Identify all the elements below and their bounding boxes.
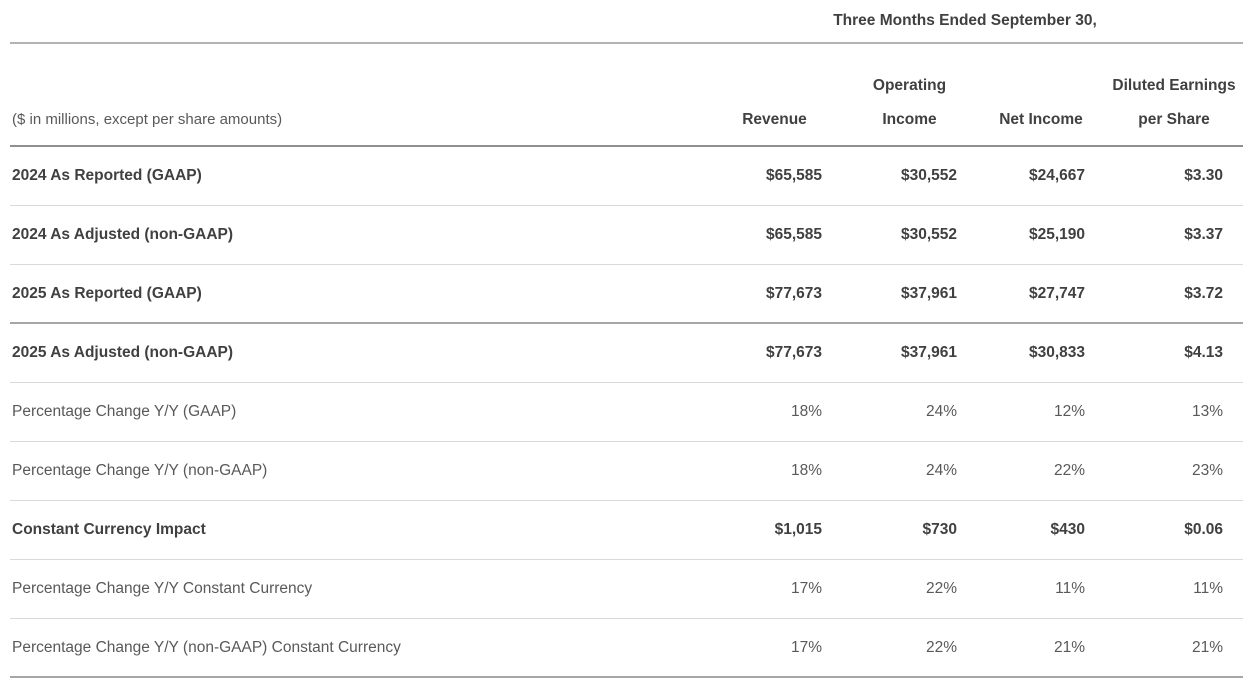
row-label: Percentage Change Y/Y (GAAP) xyxy=(12,403,237,420)
row-label: 2025 As Adjusted (non-GAAP) xyxy=(12,344,234,361)
row-value-revenue: 18% xyxy=(790,403,822,420)
column-header-row: ($ in millions, except per share amounts… xyxy=(10,44,1243,147)
row-value-revenue: 17% xyxy=(790,638,822,656)
column-header-line1: Operating xyxy=(872,77,947,94)
row-value-diluted-eps: $3.37 xyxy=(1184,226,1223,243)
table-row-pct-change-non-gaap: Percentage Change Y/Y (non-GAAP) 18% 24%… xyxy=(10,442,1243,501)
row-value-diluted-eps: 11% xyxy=(1193,580,1223,597)
row-value-operating-income: 22% xyxy=(925,580,957,597)
row-value-net-income: $25,190 xyxy=(1028,226,1085,243)
column-header-line2: Income xyxy=(882,111,937,128)
row-label: Percentage Change Y/Y Constant Currency xyxy=(12,580,313,597)
row-label: Percentage Change Y/Y (non-GAAP) Constan… xyxy=(12,638,401,656)
column-header-line2: per Share xyxy=(1138,111,1210,128)
table-row-pct-change-non-gaap-constant-currency: Percentage Change Y/Y (non-GAAP) Constan… xyxy=(10,619,1243,678)
row-value-operating-income: $37,961 xyxy=(900,344,957,361)
column-header-line1: Diluted Earnings xyxy=(1112,77,1236,94)
row-value-revenue: $65,585 xyxy=(765,167,822,184)
row-value-net-income: 12% xyxy=(1053,403,1085,420)
row-label: Constant Currency Impact xyxy=(12,521,206,538)
row-value-net-income: 11% xyxy=(1055,580,1085,597)
row-value-diluted-eps: $4.13 xyxy=(1184,344,1223,361)
row-value-diluted-eps: $0.06 xyxy=(1184,521,1223,538)
row-value-operating-income: $30,552 xyxy=(900,226,957,243)
row-value-net-income: 21% xyxy=(1053,638,1085,656)
row-value-diluted-eps: 23% xyxy=(1191,462,1223,479)
row-value-net-income: 22% xyxy=(1053,462,1085,479)
table-row-pct-change-gaap: Percentage Change Y/Y (GAAP) 18% 24% 12%… xyxy=(10,383,1243,442)
row-value-operating-income: 24% xyxy=(925,462,957,479)
table-row-2025-adjusted-non-gaap: 2025 As Adjusted (non-GAAP) $77,673 $37,… xyxy=(10,324,1243,383)
row-value-operating-income: $730 xyxy=(922,521,957,538)
column-header-operating-income: Operating Income xyxy=(842,69,977,145)
row-value-net-income: $430 xyxy=(1050,521,1085,538)
row-value-revenue: $1,015 xyxy=(774,521,822,538)
row-value-diluted-eps: 13% xyxy=(1191,403,1223,420)
period-header-title: Three Months Ended September 30, xyxy=(833,12,1097,29)
row-value-diluted-eps: 21% xyxy=(1191,638,1223,656)
row-value-net-income: $27,747 xyxy=(1028,284,1085,302)
row-value-diluted-eps: $3.72 xyxy=(1184,284,1223,302)
table-row-pct-change-constant-currency: Percentage Change Y/Y Constant Currency … xyxy=(10,560,1243,619)
row-value-operating-income: $37,961 xyxy=(900,284,957,302)
unit-note: ($ in millions, except per share amounts… xyxy=(12,111,283,128)
row-label: 2024 As Reported (GAAP) xyxy=(12,167,202,184)
column-header-diluted-eps: Diluted Earnings per Share xyxy=(1105,69,1243,145)
table-row-2024-adjusted-non-gaap: 2024 As Adjusted (non-GAAP) $65,585 $30,… xyxy=(10,206,1243,265)
row-label: 2025 As Reported (GAAP) xyxy=(12,284,202,302)
period-header-row: Three Months Ended September 30, xyxy=(10,0,1243,44)
row-value-operating-income: 22% xyxy=(925,638,957,656)
row-label: 2024 As Adjusted (non-GAAP) xyxy=(12,226,234,243)
row-value-revenue: 18% xyxy=(790,462,822,479)
row-value-diluted-eps: $3.30 xyxy=(1184,167,1223,184)
row-value-operating-income: $30,552 xyxy=(900,167,957,184)
row-value-revenue: $65,585 xyxy=(765,226,822,243)
row-value-revenue: $77,673 xyxy=(765,344,822,361)
table-row-2024-reported-gaap: 2024 As Reported (GAAP) $65,585 $30,552 … xyxy=(10,147,1243,206)
row-value-revenue: $77,673 xyxy=(765,284,822,302)
table-row-2025-reported-gaap: 2025 As Reported (GAAP) $77,673 $37,961 … xyxy=(10,265,1243,324)
row-value-net-income: $30,833 xyxy=(1028,344,1085,361)
column-header-line2: Net Income xyxy=(999,111,1083,128)
row-value-operating-income: 24% xyxy=(925,403,957,420)
row-label: Percentage Change Y/Y (non-GAAP) xyxy=(12,462,268,479)
column-header-revenue: Revenue xyxy=(707,103,842,145)
row-value-revenue: 17% xyxy=(790,580,822,597)
column-header-net-income: Net Income xyxy=(977,103,1105,145)
table-row-constant-currency-impact: Constant Currency Impact $1,015 $730 $43… xyxy=(10,501,1243,560)
column-header-line2: Revenue xyxy=(742,111,807,128)
row-value-net-income: $24,667 xyxy=(1028,167,1085,184)
